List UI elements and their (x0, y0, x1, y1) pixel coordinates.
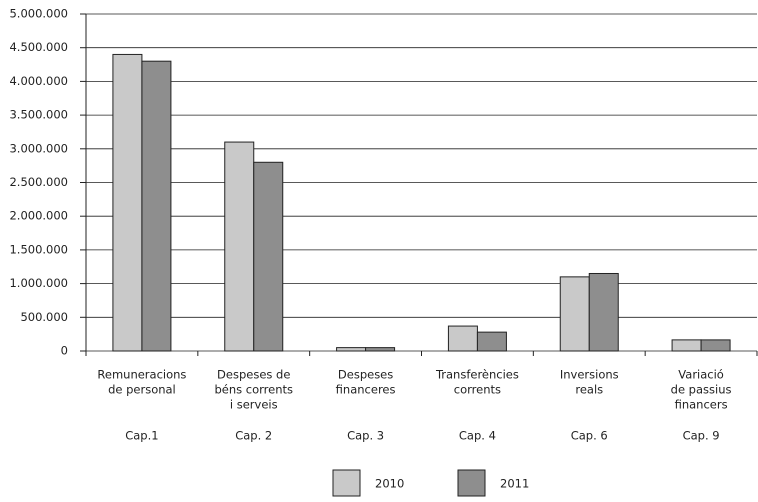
x-tick-label: reals (575, 383, 603, 397)
chapter-label: Cap. 2 (235, 429, 272, 443)
x-tick-label: financers (675, 398, 728, 412)
chapter-label: Cap. 9 (683, 429, 720, 443)
x-tick-label: de personal (108, 383, 176, 397)
chapter-label: Cap. 3 (347, 429, 384, 443)
x-tick-label: financeres (336, 383, 396, 397)
chapter-label: Cap. 6 (571, 429, 608, 443)
x-tick-label: corrents (454, 383, 501, 397)
legend-label: 2011 (500, 477, 529, 491)
chapter-label: Cap.1 (125, 429, 158, 443)
y-tick-label: 3.500.000 (9, 108, 68, 122)
bar (476, 331, 507, 352)
bar (336, 347, 367, 352)
x-tick-label: i serveis (230, 398, 278, 412)
y-tick-label: 4.500.000 (9, 40, 68, 54)
y-tick-label: 0 (61, 344, 68, 358)
y-tick-label: 1.500.000 (9, 242, 68, 256)
y-tick-label: 4.000.000 (9, 74, 68, 88)
bar (224, 141, 255, 352)
bar (141, 60, 172, 352)
legend-swatch (332, 469, 361, 497)
bar (447, 325, 478, 352)
x-tick-label: béns corrents (214, 383, 293, 397)
y-tick-label: 2.500.000 (9, 175, 68, 189)
bar (588, 272, 619, 352)
y-tick-label: 500.000 (20, 310, 68, 324)
bar (700, 339, 731, 352)
y-tick-label: 5.000.000 (9, 7, 68, 21)
legend-swatch (457, 469, 486, 497)
x-tick-label: Variació (678, 368, 724, 382)
y-tick-label: 2.000.000 (9, 209, 68, 223)
bar (253, 161, 284, 352)
legend-label: 2010 (375, 477, 404, 491)
bar (365, 347, 396, 352)
bar (671, 339, 702, 352)
x-tick-label: Despeses de (217, 368, 290, 382)
x-tick-label: Transferències (435, 368, 519, 382)
y-tick-label: 3.000.000 (9, 141, 68, 155)
bar (112, 53, 143, 352)
x-tick-label: de passius (671, 383, 732, 397)
y-tick-label: 1.000.000 (9, 276, 68, 290)
x-tick-label: Despeses (338, 368, 393, 382)
x-tick-label: Inversions (560, 368, 619, 382)
bar (559, 276, 590, 352)
chapter-label: Cap. 4 (459, 429, 496, 443)
x-tick-label: Remuneracions (97, 368, 186, 382)
